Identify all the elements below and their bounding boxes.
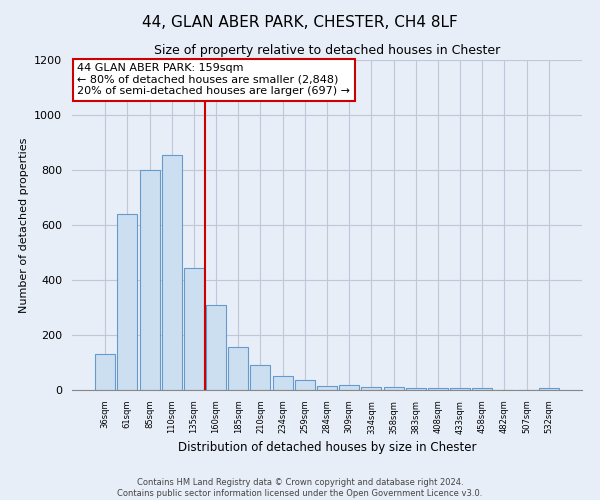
Bar <box>184 268 204 390</box>
Bar <box>450 388 470 390</box>
Bar <box>383 387 404 390</box>
Bar <box>295 380 315 390</box>
Bar <box>272 376 293 390</box>
Bar <box>228 348 248 390</box>
Bar <box>472 388 492 390</box>
Bar <box>250 365 271 390</box>
Text: 44 GLAN ABER PARK: 159sqm
← 80% of detached houses are smaller (2,848)
20% of se: 44 GLAN ABER PARK: 159sqm ← 80% of detac… <box>77 64 350 96</box>
Bar <box>339 385 359 390</box>
Title: Size of property relative to detached houses in Chester: Size of property relative to detached ho… <box>154 44 500 58</box>
Text: Contains HM Land Registry data © Crown copyright and database right 2024.
Contai: Contains HM Land Registry data © Crown c… <box>118 478 482 498</box>
Bar <box>140 170 160 390</box>
Bar <box>428 388 448 390</box>
Y-axis label: Number of detached properties: Number of detached properties <box>19 138 29 312</box>
X-axis label: Distribution of detached houses by size in Chester: Distribution of detached houses by size … <box>178 440 476 454</box>
Text: 44, GLAN ABER PARK, CHESTER, CH4 8LF: 44, GLAN ABER PARK, CHESTER, CH4 8LF <box>142 15 458 30</box>
Bar <box>317 386 337 390</box>
Bar <box>406 388 426 390</box>
Bar <box>539 388 559 390</box>
Bar <box>95 354 115 390</box>
Bar <box>162 155 182 390</box>
Bar <box>206 304 226 390</box>
Bar <box>118 214 137 390</box>
Bar <box>361 387 382 390</box>
